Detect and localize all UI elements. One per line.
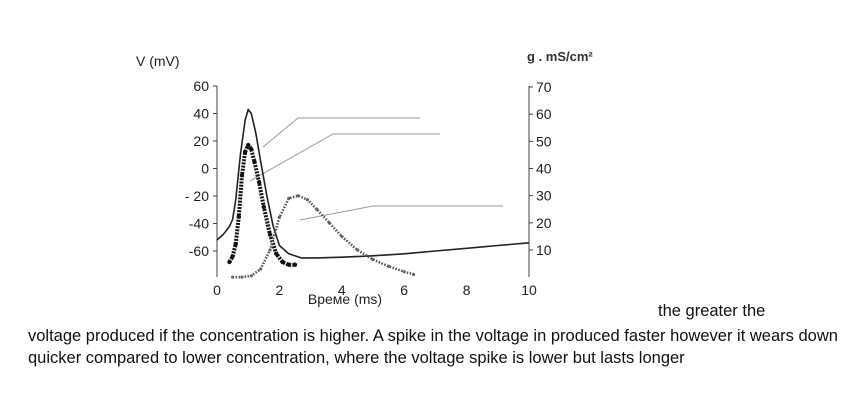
series-2-point: [292, 262, 298, 267]
x-tick-label: 6: [400, 282, 408, 298]
series-2-point: [246, 142, 251, 148]
leader-line-3: [299, 205, 503, 221]
series-line-1: [216, 108, 530, 259]
y-tick-label-right: 10: [536, 242, 552, 258]
series-3-point: [411, 272, 416, 277]
series-3-point: [296, 194, 300, 198]
series-3-point: [268, 248, 272, 252]
series-3-point: [249, 274, 253, 278]
y-tick-label-right: 20: [536, 215, 552, 231]
leader-line-2: [249, 133, 440, 182]
series-line-3: [232, 194, 414, 279]
y-axis-label-left: V (mV): [136, 53, 180, 69]
y-tick-label-left: -40: [189, 216, 209, 232]
series-2-point: [274, 251, 279, 256]
series-2-point: [242, 149, 248, 155]
y-tick-label-right: 50: [536, 133, 552, 149]
y-tick-label-left: 20: [193, 133, 209, 149]
y-tick-label-left: -60: [189, 243, 209, 259]
annotation-leader-lines: [249, 117, 503, 221]
series-3-point: [315, 207, 319, 211]
y-tick-label-right: 70: [536, 79, 552, 95]
caption-inline: the greater the: [658, 302, 766, 320]
series-3-point: [277, 215, 281, 219]
series-2-point: [236, 214, 242, 219]
caption-body: voltage produced if the concentration is…: [28, 327, 838, 367]
series-3-point: [355, 248, 359, 252]
series-3-point: [327, 221, 331, 225]
series-layer: [216, 108, 530, 279]
y-tick-label-right: 40: [536, 161, 552, 177]
x-tick-label: 2: [276, 282, 284, 298]
x-tick-label: 0: [213, 282, 221, 298]
series-3-point: [387, 264, 391, 268]
series-2-point: [261, 204, 266, 210]
x-ticks: 0 2 4 6 8 10: [213, 282, 537, 298]
series-3-point: [240, 275, 244, 279]
series-2-point: [267, 232, 273, 237]
x-axis-label: Време (ms): [308, 291, 382, 307]
series-3-point: [287, 196, 291, 200]
y-tick-label-left: 0: [201, 161, 209, 177]
y-ticks-right: 70 60 50 40 30 20 10: [529, 79, 552, 258]
y-axis-label-right: g . mS/cm²: [527, 49, 593, 64]
series-2-point: [252, 159, 257, 164]
leader-line-1: [262, 117, 420, 148]
series-2-point: [256, 180, 262, 185]
y-tick-label-left: 40: [193, 106, 209, 122]
series-line-2: [227, 143, 295, 267]
series-3-point: [340, 234, 344, 239]
x-tick-label: 8: [463, 282, 471, 298]
series-2-point: [239, 173, 245, 178]
series-2-point: [280, 259, 285, 265]
series-2-point: [286, 262, 291, 267]
y-tick-label-left: - 20: [185, 188, 209, 204]
y-tick-label-left: 60: [193, 78, 209, 94]
x-tick-label: 4: [338, 282, 346, 298]
y-ticks-left: 60 40 20 0 - 20 -40 -60: [185, 78, 217, 259]
series-2-point: [249, 147, 254, 152]
series-3-point: [305, 198, 310, 202]
series-2-point: [230, 254, 235, 259]
series-3-point: [371, 257, 375, 262]
series-2-point: [227, 259, 232, 265]
x-tick-label: 10: [521, 282, 537, 298]
series-2-point: [233, 241, 238, 247]
y-tick-label-right: 30: [536, 188, 552, 204]
series-3-point: [402, 270, 406, 274]
series-3-point: [231, 275, 235, 279]
y-tick-label-right: 60: [536, 106, 552, 122]
series-3-point: [259, 267, 263, 271]
